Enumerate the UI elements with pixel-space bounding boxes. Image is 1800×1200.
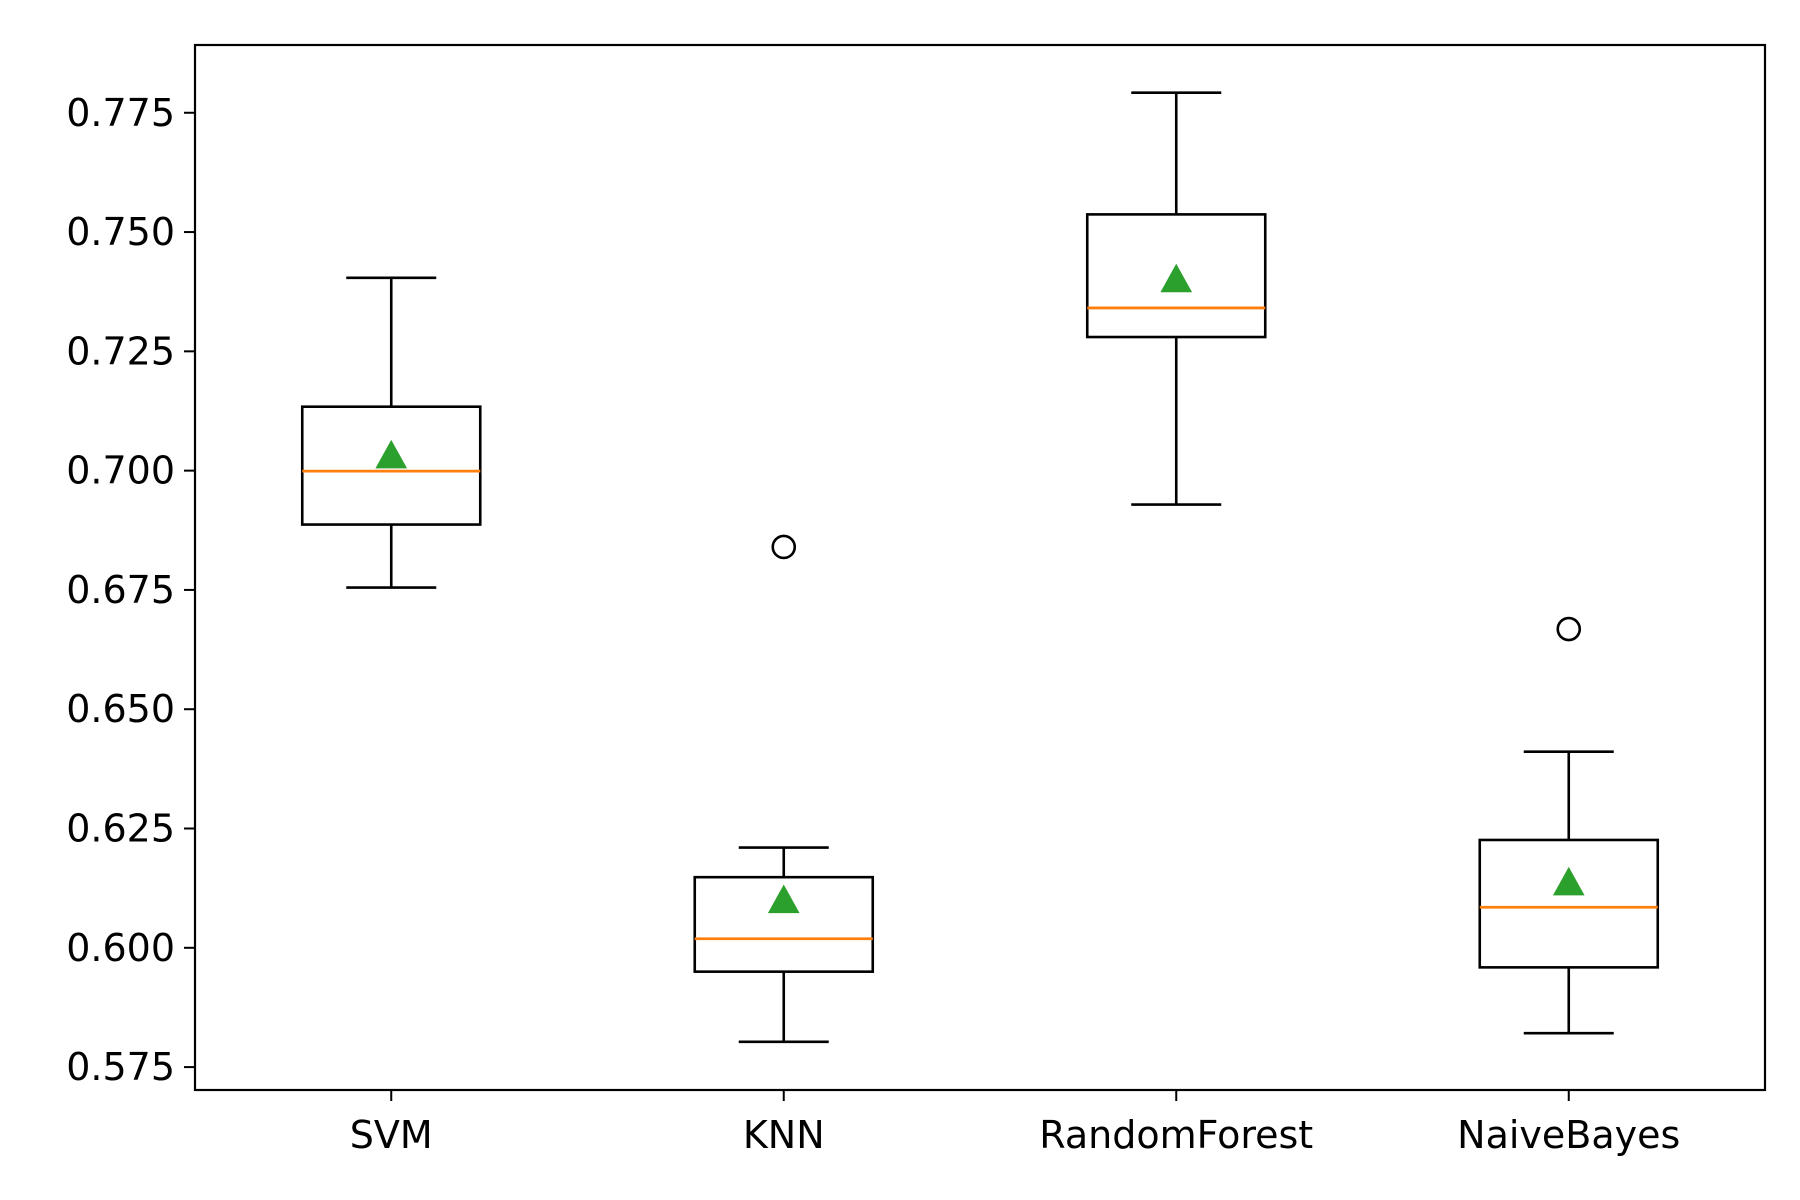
y-axis: 0.575 0.600 0.625 0.650 0.675 0.700 0.725 0.750… — [66, 91, 195, 1089]
iqr-box — [300, 405, 482, 526]
y-tick-label: 0.725 — [66, 329, 175, 373]
plot-frame — [193, 43, 1767, 1092]
y-tick-label: 0.750 — [66, 210, 175, 254]
iqr-box — [1085, 213, 1267, 339]
box-group-svm — [300, 276, 482, 589]
iqr-box — [1478, 838, 1660, 969]
box-group-randomforest — [1085, 91, 1267, 506]
y-tick-label: 0.675 — [66, 568, 175, 612]
y-tick-label: 0.700 — [66, 449, 175, 493]
mean-marker — [375, 439, 408, 469]
mean-marker — [767, 884, 800, 914]
y-tick-label: 0.575 — [66, 1045, 175, 1089]
mean-marker — [1552, 866, 1585, 896]
y-tick-label: 0.775 — [66, 91, 175, 135]
plot-marks — [300, 91, 1660, 1044]
box-group-naivebayes — [1478, 616, 1660, 1035]
x-tick-label: SVM — [350, 1113, 433, 1157]
x-tick-label: RandomForest — [1039, 1113, 1313, 1157]
y-tick-label: 0.625 — [66, 807, 175, 851]
mean-marker — [1160, 263, 1193, 293]
outlier-point — [771, 534, 797, 560]
x-tick-label: KNN — [743, 1113, 825, 1157]
box-group-knn — [693, 534, 875, 1044]
outlier-point — [1556, 616, 1582, 642]
x-tick-label: NaiveBayes — [1457, 1113, 1680, 1157]
y-tick-label: 0.600 — [66, 926, 175, 970]
x-axis: SVM KNN RandomForest NaiveBayes — [350, 1090, 1680, 1157]
iqr-box — [693, 875, 875, 973]
y-tick-label: 0.650 — [66, 687, 175, 731]
